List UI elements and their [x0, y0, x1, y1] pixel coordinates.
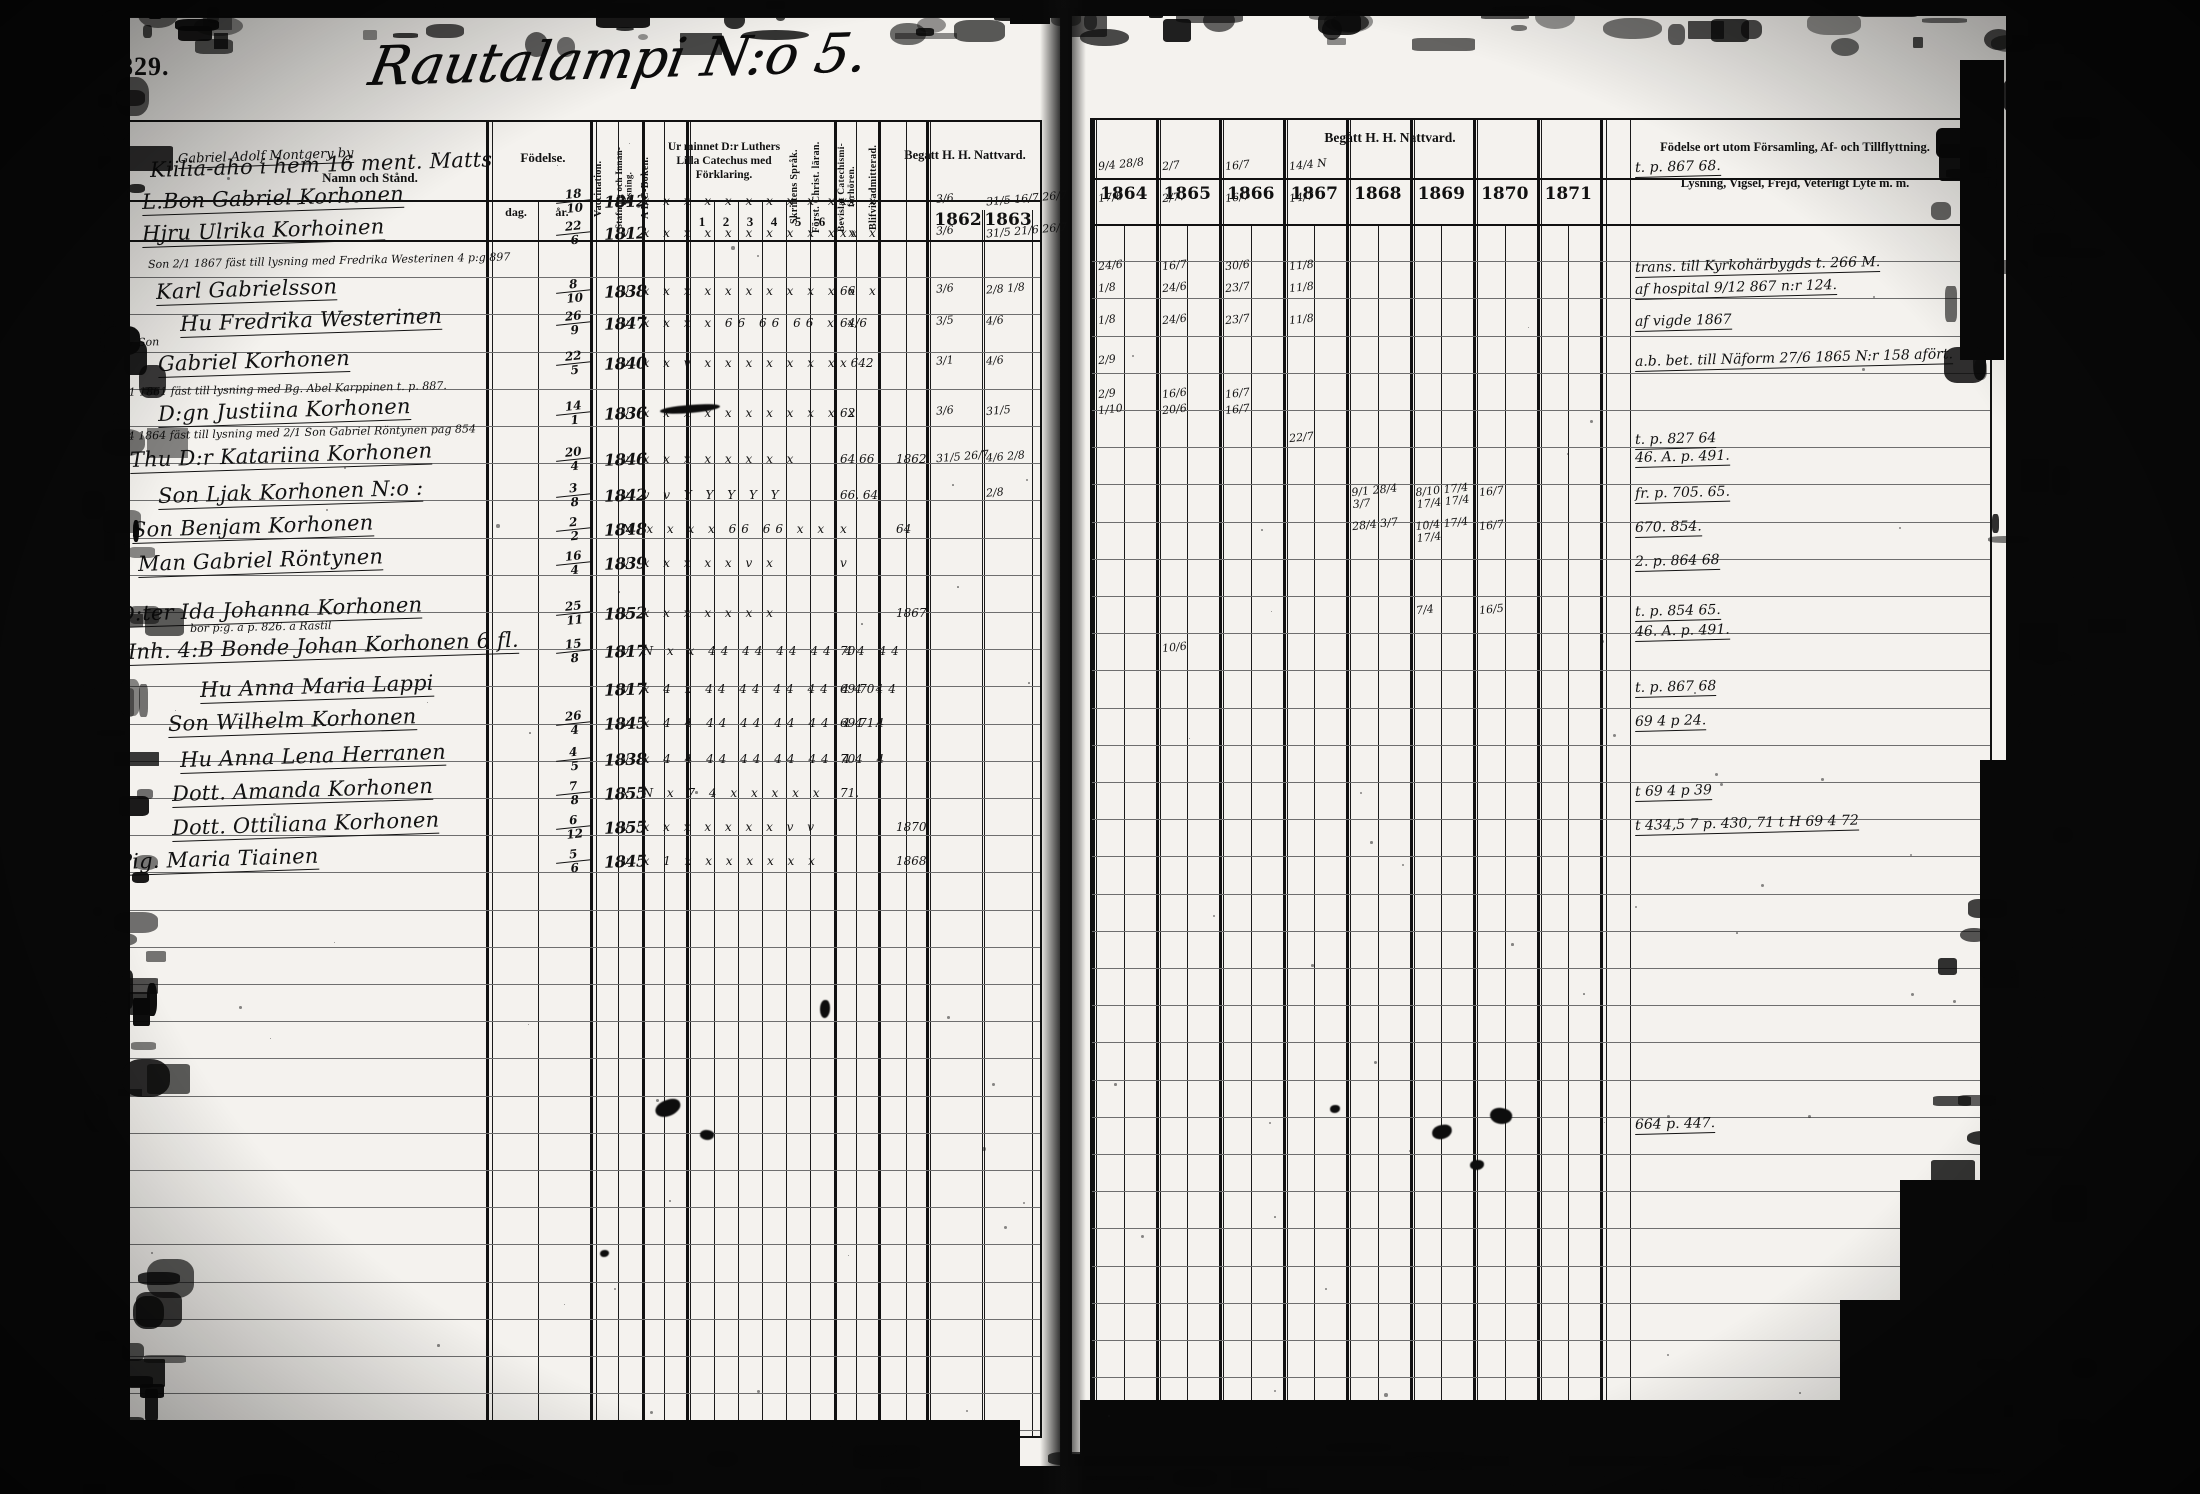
scan-vignette: [0, 0, 2200, 1494]
document-scan: 829. Rautalampi N:o 5. 12345618621863 Ga…: [0, 0, 2200, 1494]
